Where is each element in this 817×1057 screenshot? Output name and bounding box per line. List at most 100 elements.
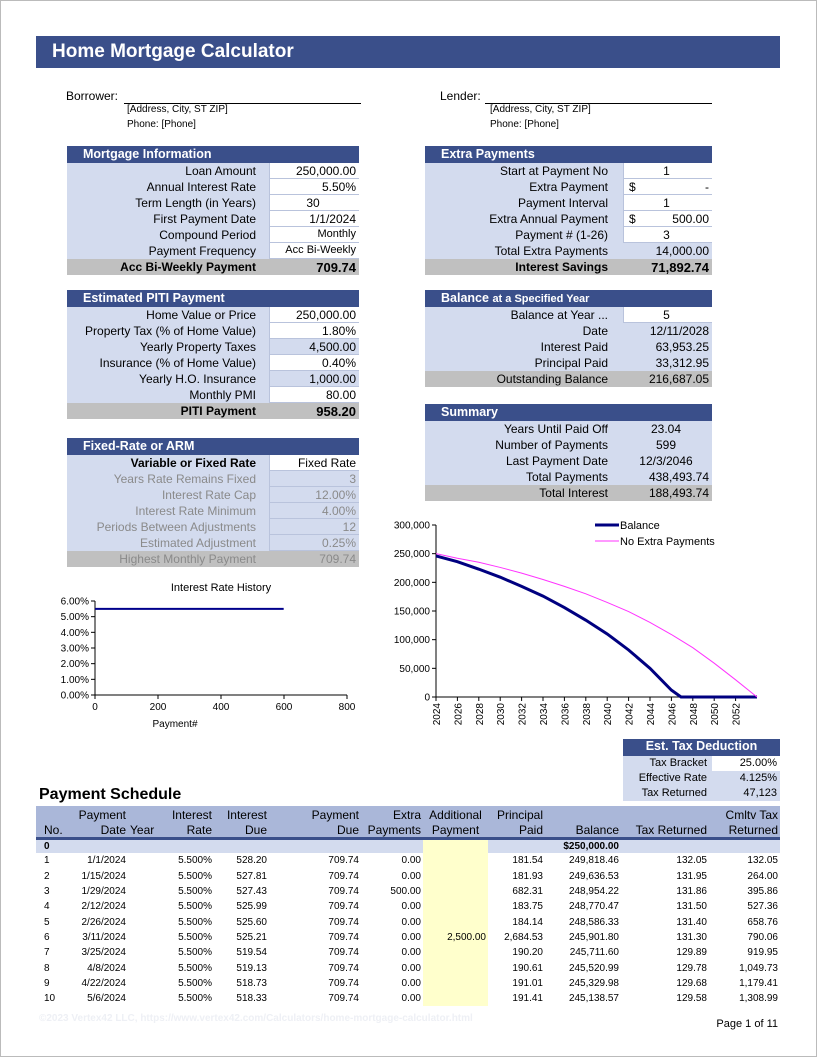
table-cell: 527.43 (236, 886, 267, 898)
tax-value-effective-rate: 4.125% (739, 772, 777, 784)
table-cell: 245,329.98 (568, 977, 619, 989)
input-property-tax-of-home-value[interactable]: 1.80% (269, 323, 359, 339)
table-row: 3 1/29/2024 5.500% 527.43 709.74 500.00 682.31… (36, 883, 780, 900)
table-cell: 245,711.60 (569, 947, 619, 959)
payment-1-26-value-text: 3 (663, 228, 670, 242)
input-variable-or-fixed-rate[interactable]: Fixed Rate (269, 455, 359, 471)
borrower-phone[interactable]: Phone: [Phone] (127, 119, 196, 130)
outstanding-balance-value-text: 216,687.05 (648, 372, 709, 386)
additional-payment-cell[interactable] (423, 914, 488, 930)
table-cell: 0.00 (401, 931, 421, 943)
payment-schedule-table: Payment Interest Interest Payment Extra Addit… (36, 806, 780, 1007)
label-total-extra-payments: Total Extra Payments (494, 244, 608, 258)
table-cell: 3/11/2024 (82, 931, 126, 943)
label-monthly-pmi: Monthly PMI (189, 388, 256, 402)
additional-payment-cell[interactable] (423, 990, 488, 1007)
lender-label: Lender: (440, 89, 481, 103)
input-extra-payment[interactable]: $ - (623, 179, 712, 195)
label-balance-at-year: Balance at Year ... (510, 308, 608, 322)
input-monthly-pmi[interactable]: 80.00 (269, 387, 359, 403)
label-home-value-or-price: Home Value or Price (146, 308, 256, 322)
number-of-payments-value-text: 599 (655, 438, 677, 452)
table-cell: 709.74 (328, 977, 359, 989)
additional-payment-cell[interactable] (423, 960, 488, 976)
table-row: 7 3/25/2024 5.500% 519.54 709.74 0.00 190.20 24… (36, 945, 780, 961)
additional-payment-cell[interactable] (423, 883, 488, 900)
table-cell: 191.01 (512, 977, 543, 989)
label-number-of-payments: Number of Payments (495, 438, 608, 452)
table-cell: 2,684.53 (504, 931, 543, 943)
y-tick-label: 150,000 (394, 607, 431, 618)
label-extra-annual-payment: Extra Annual Payment (489, 212, 608, 226)
input-payment-1-26[interactable]: 3 (623, 227, 712, 243)
y-tick-label: 0.00% (61, 691, 89, 702)
column-header: Returned (709, 822, 780, 840)
row-total-interest: Total Interest 188,493.74 (425, 485, 712, 501)
row-date: Date 12/11/2028 (425, 323, 712, 339)
table-cell: 264.00 (747, 870, 778, 882)
additional-payment-cell[interactable] (423, 868, 488, 884)
additional-payment-cell[interactable] (423, 853, 488, 869)
x-tick-label: 2038 (582, 703, 593, 726)
tax-deduction-panel: Est. Tax Deduction Tax Bracket 25.00% Effe… (623, 739, 780, 801)
column-header: Cmltv Tax (709, 806, 780, 822)
additional-payment-cell[interactable]: 2,500.00 (423, 929, 488, 946)
row-piti-payment: PITI Payment 958.20 (67, 403, 359, 419)
input-payment-interval[interactable]: 1 (623, 195, 712, 211)
interest-paid-value-text: 63,953.25 (655, 340, 709, 354)
input-start-at-payment-no[interactable]: 1 (623, 163, 712, 179)
legend-label: Balance (620, 520, 660, 532)
piti-payment-panel: Estimated PITI Payment Home Value or Pric… (67, 290, 359, 419)
column-header: Interest (168, 806, 214, 822)
input-home-value-or-price[interactable]: 250,000.00 (269, 307, 359, 323)
row-extra-annual-payment: Extra Annual Payment $500.00 (425, 211, 712, 227)
input-first-payment-date[interactable]: 1/1/2024 (269, 211, 359, 227)
y-tick-label: 4.00% (61, 628, 89, 639)
lender-address[interactable]: [Address, City, ST ZIP] (490, 104, 591, 115)
x-axis-label: Payment# (152, 719, 197, 730)
table-cell (128, 869, 168, 884)
chart-title: Interest Rate History (171, 582, 272, 594)
lender-name-field[interactable] (485, 103, 712, 104)
table-cell: 525.21 (236, 931, 267, 943)
table-cell: 709.74 (328, 947, 359, 959)
input-payment-frequency[interactable]: Acc Bi-Weekly (269, 243, 359, 259)
x-tick-label: 2044 (646, 703, 657, 726)
column-header: Payments (361, 822, 423, 840)
input-loan-amount[interactable]: 250,000.00 (269, 163, 359, 179)
borrower-address[interactable]: [Address, City, ST ZIP] (127, 104, 228, 115)
tax-input-tax-bracket[interactable]: 25.00% (712, 756, 780, 771)
row-years-until-paid-off: Years Until Paid Off 23.04 (425, 421, 712, 437)
additional-payment-cell[interactable] (423, 975, 488, 991)
column-header: Extra (361, 806, 423, 822)
input-annual-interest-rate[interactable]: 5.50% (269, 179, 359, 195)
column-header (36, 806, 76, 822)
column-header: Tax Returned (621, 822, 709, 840)
table-cell: 709.74 (328, 870, 359, 882)
input-extra-annual-payment[interactable]: $500.00 (623, 211, 712, 227)
x-tick-label: 2036 (560, 703, 571, 726)
x-tick-label: 2048 (689, 703, 700, 726)
input-balance-at-year[interactable]: 5 (623, 307, 712, 323)
table-cell: 129.58 (676, 993, 707, 1005)
table-cell: 0.00 (401, 855, 421, 867)
interest-rate-history-chart: 0.00% 1.00% 2.00% 3.00% 4.00% 5.00% 6.00% 0 200 4… (61, 582, 356, 730)
input-compound-period[interactable]: Monthly (269, 227, 359, 243)
input-term-length-in-years[interactable]: 30 (269, 195, 359, 211)
additional-payment-cell[interactable] (423, 838, 488, 854)
table-cell: 5.500% (178, 870, 212, 882)
table-cell: 919.95 (747, 947, 778, 959)
table-row: 4 2/12/2024 5.500% 525.99 709.74 0.00 183.75 24… (36, 899, 780, 915)
borrower-name-field[interactable] (124, 103, 361, 104)
additional-payment-cell[interactable] (423, 945, 488, 961)
label-compound-period: Compound Period (159, 228, 256, 242)
balance-chart: 0 50,000 100,000 150,000 200,000 250,000 300,0… (394, 520, 758, 726)
value-date: 12/11/2028 (623, 323, 712, 339)
table-row: 10 5/6/2024 5.500% 518.33 709.74 0.00 191.41 24… (36, 990, 780, 1007)
additional-payment-cell[interactable] (423, 899, 488, 915)
input-insurance-of-home-value[interactable]: 0.40% (269, 355, 359, 371)
annual-interest-rate-value-text: 5.50% (321, 180, 356, 194)
x-tick-label: 2034 (539, 703, 550, 726)
lender-phone[interactable]: Phone: [Phone] (490, 119, 559, 130)
y-tick-label: 1.00% (61, 675, 89, 686)
